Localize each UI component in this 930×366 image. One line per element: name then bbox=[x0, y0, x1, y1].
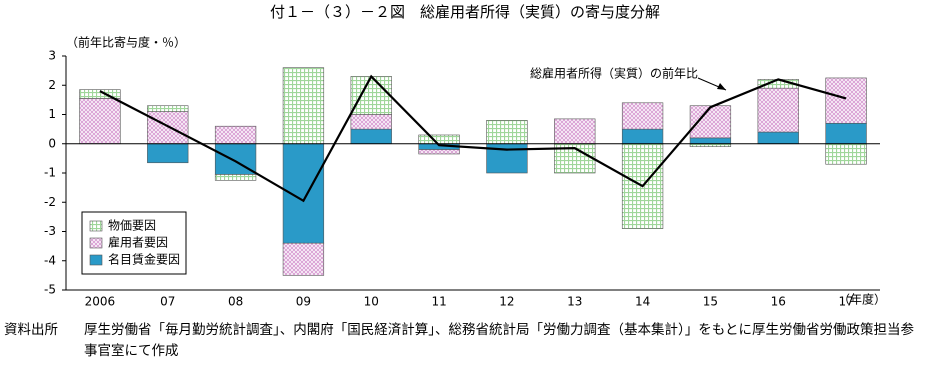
legend-swatch bbox=[89, 237, 103, 249]
bar-segment bbox=[147, 143, 189, 164]
bar-segment bbox=[621, 128, 664, 145]
source-note: 資料出所 厚生労働省「毎月勤労統計調査」、内閣府「国民経済計算」、総務省統計局「… bbox=[4, 320, 926, 362]
source-label: 資料出所 bbox=[4, 322, 58, 338]
bar-segment bbox=[147, 105, 189, 112]
bar-segment bbox=[350, 128, 392, 145]
y-tick-label: 1 bbox=[48, 107, 56, 121]
bar-segment bbox=[350, 114, 392, 130]
bar-segment bbox=[621, 102, 664, 130]
bar-segment bbox=[757, 87, 799, 133]
y-tick-label: -1 bbox=[44, 166, 56, 180]
legend-label: 雇用者要因 bbox=[108, 235, 168, 250]
bar-segment bbox=[418, 149, 460, 155]
x-tick-label: 08 bbox=[228, 295, 243, 309]
bar-segment bbox=[689, 137, 732, 145]
bar-segment bbox=[825, 122, 867, 145]
x-tick-label: 10 bbox=[364, 295, 379, 309]
bar-segment bbox=[825, 77, 867, 124]
y-tick-label: -3 bbox=[44, 224, 56, 238]
x-tick-label: 14 bbox=[635, 295, 650, 309]
annotation-arrowhead bbox=[717, 83, 726, 90]
y-axis-label: （前年比寄与度・％） bbox=[66, 35, 186, 50]
y-tick-label: -5 bbox=[44, 283, 56, 297]
bar-segment bbox=[825, 143, 867, 165]
x-tick-label: 07 bbox=[160, 295, 175, 309]
bar-segment bbox=[214, 174, 257, 181]
x-tick-label: 09 bbox=[296, 295, 311, 309]
bar-segment bbox=[486, 120, 528, 145]
bar-segment bbox=[79, 89, 121, 99]
bar-segment bbox=[418, 134, 460, 145]
y-tick-label: -2 bbox=[44, 195, 56, 209]
chart-title: 付１－（３）－２図 総雇用者所得（実質）の寄与度分解 bbox=[270, 3, 660, 21]
bar-segment bbox=[79, 98, 121, 145]
bar-segment bbox=[214, 125, 257, 145]
bar-segment bbox=[554, 118, 596, 145]
chart: 付１－（３）－２図 総雇用者所得（実質）の寄与度分解 （前年比寄与度・％） （年… bbox=[44, 3, 886, 309]
y-tick-label: 3 bbox=[48, 49, 56, 63]
line-annotation: 総雇用者所得（実質）の前年比 bbox=[530, 66, 698, 81]
legend-label: 名目賃金要因 bbox=[108, 252, 180, 267]
y-tick-label: 2 bbox=[48, 78, 56, 92]
x-tick-label: 16 bbox=[771, 295, 786, 309]
bar-segment bbox=[757, 131, 799, 145]
x-tick-label: 13 bbox=[567, 295, 582, 309]
x-tick-label: 2006 bbox=[85, 295, 116, 309]
source-text: 厚生労働省「毎月勤労統計調査」、内閣府「国民経済計算」、総務省統計局「労働力調査… bbox=[84, 322, 914, 359]
bar-segment bbox=[689, 105, 732, 139]
x-axis-label: （年度） bbox=[838, 292, 886, 307]
legend-label: 物価要因 bbox=[108, 219, 156, 233]
x-tick-label: 15 bbox=[703, 295, 718, 309]
bar-segment bbox=[350, 76, 392, 115]
x-tick-label: 17 bbox=[838, 295, 853, 309]
legend-swatch bbox=[89, 220, 103, 232]
x-tick-label: 12 bbox=[499, 295, 514, 309]
y-tick-label: -4 bbox=[44, 253, 56, 267]
bar-segment bbox=[147, 111, 189, 145]
bar-segment bbox=[282, 242, 325, 276]
y-tick-label: 0 bbox=[48, 136, 56, 150]
line bbox=[99, 74, 847, 203]
bar-segment bbox=[282, 67, 325, 145]
x-tick-label: 11 bbox=[431, 295, 446, 309]
legend-swatch bbox=[89, 254, 103, 266]
